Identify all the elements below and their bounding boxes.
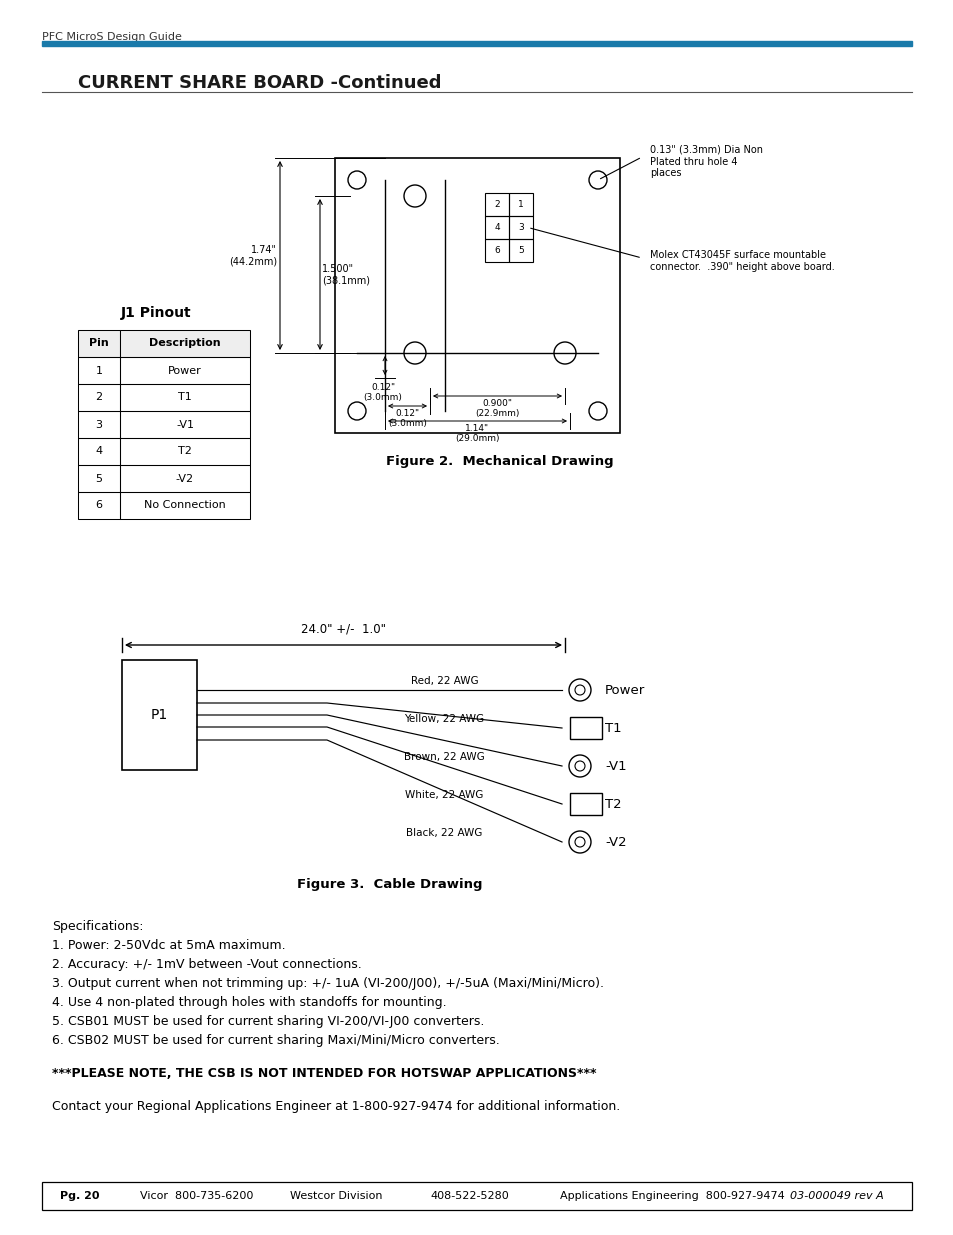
Text: Pin: Pin (89, 338, 109, 348)
Text: Power: Power (168, 366, 202, 375)
Text: 6. CSB02 MUST be used for current sharing Maxi/Mini/Micro converters.: 6. CSB02 MUST be used for current sharin… (52, 1034, 499, 1047)
Bar (42, 1182, 911, 1210)
Text: T1: T1 (178, 393, 192, 403)
Text: Power: Power (604, 683, 644, 697)
Bar (78, 411, 120, 438)
Bar (509, 193, 533, 216)
Bar (78, 330, 120, 357)
Text: Applications Engineering  800-927-9474: Applications Engineering 800-927-9474 (559, 1191, 784, 1200)
Text: Specifications:: Specifications: (52, 920, 143, 932)
Bar (42, 41, 911, 46)
Bar (120, 357, 250, 384)
Text: 6: 6 (494, 246, 499, 254)
Text: -V2: -V2 (175, 473, 193, 483)
Bar (78, 492, 120, 519)
Text: 1.500"
(38.1mm): 1.500" (38.1mm) (322, 264, 370, 285)
Text: 1: 1 (95, 366, 102, 375)
Bar (120, 438, 250, 466)
Bar (78, 466, 120, 492)
Text: -V1: -V1 (604, 760, 626, 773)
Text: Westcor Division: Westcor Division (290, 1191, 382, 1200)
Bar (78, 357, 120, 384)
Text: 0.900"
(22.9mm): 0.900" (22.9mm) (475, 399, 519, 419)
Text: -V1: -V1 (175, 420, 193, 430)
Text: Black, 22 AWG: Black, 22 AWG (406, 827, 482, 839)
Bar (484, 216, 509, 240)
Bar (120, 330, 250, 357)
Text: 1.74"
(44.2mm): 1.74" (44.2mm) (229, 245, 276, 267)
Text: Figure 2.  Mechanical Drawing: Figure 2. Mechanical Drawing (386, 454, 613, 468)
Text: 5: 5 (95, 473, 102, 483)
Text: 5. CSB01 MUST be used for current sharing VI-200/VI-J00 converters.: 5. CSB01 MUST be used for current sharin… (52, 1015, 484, 1028)
Text: White, 22 AWG: White, 22 AWG (405, 790, 483, 800)
Text: 1.14"
(29.0mm): 1.14" (29.0mm) (455, 424, 499, 443)
Text: 0.12"
(3.0mm): 0.12" (3.0mm) (388, 409, 427, 429)
Text: 0.12"
(3.0mm): 0.12" (3.0mm) (363, 383, 402, 403)
Bar (484, 193, 509, 216)
Text: Vicor  800-735-6200: Vicor 800-735-6200 (140, 1191, 253, 1200)
Text: Figure 3.  Cable Drawing: Figure 3. Cable Drawing (297, 878, 482, 890)
Text: 2. Accuracy: +/- 1mV between -Vout connections.: 2. Accuracy: +/- 1mV between -Vout conne… (52, 958, 361, 971)
Bar (78, 384, 120, 411)
Text: 1: 1 (517, 200, 523, 209)
Text: Yellow, 22 AWG: Yellow, 22 AWG (404, 714, 484, 724)
Text: 1. Power: 2-50Vdc at 5mA maximum.: 1. Power: 2-50Vdc at 5mA maximum. (52, 939, 285, 952)
Text: 2: 2 (95, 393, 103, 403)
Text: Contact your Regional Applications Engineer at 1-800-927-9474 for additional inf: Contact your Regional Applications Engin… (52, 1100, 619, 1113)
Bar (509, 240, 533, 262)
Text: 4. Use 4 non-plated through holes with standoffs for mounting.: 4. Use 4 non-plated through holes with s… (52, 995, 446, 1009)
Bar (122, 659, 196, 769)
Text: J1 Pinout: J1 Pinout (121, 306, 192, 320)
Text: Brown, 22 AWG: Brown, 22 AWG (404, 752, 484, 762)
Bar (120, 384, 250, 411)
Text: No Connection: No Connection (144, 500, 226, 510)
Bar (78, 438, 120, 466)
Text: Red, 22 AWG: Red, 22 AWG (410, 676, 477, 685)
Text: -V2: -V2 (604, 836, 626, 848)
Text: 5: 5 (517, 246, 523, 254)
Bar (484, 240, 509, 262)
Bar (120, 492, 250, 519)
Text: 6: 6 (95, 500, 102, 510)
Text: CURRENT SHARE BOARD -Continued: CURRENT SHARE BOARD -Continued (78, 74, 441, 91)
Bar (569, 793, 601, 815)
Bar (569, 718, 601, 739)
Text: 03-000049 rev A: 03-000049 rev A (789, 1191, 882, 1200)
Text: 24.0" +/-  1.0": 24.0" +/- 1.0" (301, 622, 386, 635)
Text: 4: 4 (95, 447, 103, 457)
Text: Pg. 20: Pg. 20 (60, 1191, 99, 1200)
Text: Description: Description (149, 338, 220, 348)
Bar (335, 158, 619, 433)
Bar (120, 466, 250, 492)
Text: 3. Output current when not trimming up: +/- 1uA (VI-200/J00), +/-5uA (Maxi/Mini/: 3. Output current when not trimming up: … (52, 977, 603, 990)
Text: PFC MicroS Design Guide: PFC MicroS Design Guide (42, 32, 182, 42)
Bar (120, 411, 250, 438)
Text: T2: T2 (604, 798, 621, 810)
Text: 0.13" (3.3mm) Dia Non
Plated thru hole 4
places: 0.13" (3.3mm) Dia Non Plated thru hole 4… (649, 144, 762, 178)
Text: 4: 4 (494, 224, 499, 232)
Text: 3: 3 (517, 224, 523, 232)
Text: T2: T2 (178, 447, 192, 457)
Text: 408-522-5280: 408-522-5280 (430, 1191, 508, 1200)
Text: T1: T1 (604, 721, 621, 735)
Bar (509, 216, 533, 240)
Text: Molex CT43045F surface mountable
connector.  .390" height above board.: Molex CT43045F surface mountable connect… (649, 249, 834, 272)
Text: ***PLEASE NOTE, THE CSB IS NOT INTENDED FOR HOTSWAP APPLICATIONS***: ***PLEASE NOTE, THE CSB IS NOT INTENDED … (52, 1067, 596, 1079)
Text: 3: 3 (95, 420, 102, 430)
Text: P1: P1 (151, 708, 168, 722)
Text: 2: 2 (494, 200, 499, 209)
